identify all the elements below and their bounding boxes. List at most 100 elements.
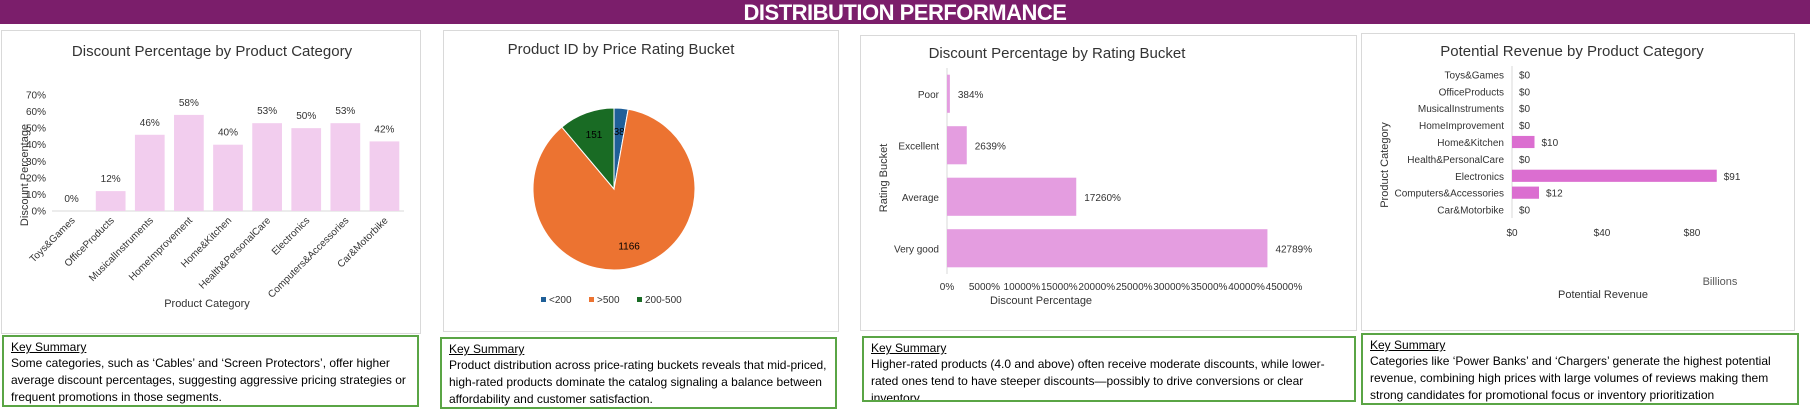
- bar: [947, 126, 967, 165]
- y-tick-label: 40%: [26, 140, 46, 151]
- chart-title: Discount Percentage by Product Category: [72, 43, 353, 60]
- data-label: 17260%: [1084, 193, 1121, 204]
- bar: [330, 123, 361, 211]
- data-label: 42%: [374, 124, 394, 135]
- x-tick-label: $40: [1594, 228, 1611, 239]
- data-label: $12: [1546, 189, 1563, 200]
- bar: [95, 191, 126, 211]
- data-label: $0: [1519, 155, 1531, 166]
- x-tick-label: 5000%: [969, 282, 1000, 293]
- y-tick-label: MusicalInstruments: [1418, 104, 1504, 115]
- legend-swatch: [589, 297, 594, 302]
- data-label: $0: [1519, 70, 1531, 81]
- x-tick-label: $80: [1684, 228, 1701, 239]
- legend-label: >500: [597, 295, 620, 306]
- pie-slice: [561, 107, 615, 191]
- y-tick-label: 60%: [26, 107, 46, 118]
- data-label: $0: [1519, 87, 1531, 98]
- summary-text: Product distribution across price-rating…: [449, 358, 827, 406]
- data-label: 1166: [618, 241, 640, 252]
- summary-heading: Key Summary: [449, 342, 525, 356]
- x-tick-label: 0%: [940, 282, 955, 293]
- x-tick-label: 30000%: [1153, 282, 1190, 293]
- x-tick-label: 40000%: [1228, 282, 1265, 293]
- y-tick-label: Poor: [918, 90, 940, 101]
- chart-discount-by-rating: Discount Percentage by Rating Bucket Rat…: [878, 45, 1312, 307]
- chart-panel-product-by-price-rating: Product ID by Price Rating Bucket 38 1166…: [443, 30, 839, 332]
- bar: [947, 229, 1268, 268]
- y-tick-label: Excellent: [898, 141, 939, 152]
- y-tick-label: 20%: [26, 173, 46, 184]
- summary-heading: Key Summary: [1370, 338, 1446, 352]
- data-label: 53%: [257, 106, 277, 117]
- legend-swatch: [637, 297, 642, 302]
- bar: [369, 141, 400, 211]
- y-tick-label: Computers&Accessories: [1395, 189, 1504, 200]
- chart-title: Discount Percentage by Rating Bucket: [929, 45, 1187, 62]
- x-tick-label: 15000%: [1041, 282, 1078, 293]
- data-label: $0: [1519, 104, 1531, 115]
- x-tick-label: 35000%: [1191, 282, 1228, 293]
- summary-text: Higher-rated products (4.0 and above) of…: [871, 357, 1325, 402]
- key-summary-product-by-price-rating: Key Summary Product distribution across …: [440, 337, 837, 409]
- y-tick-label: Car&Motorbike: [1437, 206, 1504, 217]
- bar: [291, 128, 322, 211]
- chart-discount-by-category: Discount Percentage by Product Category …: [19, 43, 404, 310]
- x-axis-unit-label: Billions: [1703, 276, 1738, 288]
- y-tick-label: 10%: [26, 190, 46, 201]
- chart-title: Product ID by Price Rating Bucket: [508, 41, 736, 58]
- x-axis-label: Product Category: [164, 298, 250, 310]
- data-label: 58%: [179, 98, 199, 109]
- summary-text: Categories like ‘Power Banks’ and ‘Charg…: [1370, 354, 1771, 402]
- data-label: 42789%: [1275, 244, 1312, 255]
- x-tick-label: 45000%: [1266, 282, 1303, 293]
- bar: [1512, 169, 1717, 182]
- legend-swatch: [541, 297, 546, 302]
- x-axis-label: Potential Revenue: [1558, 289, 1648, 301]
- y-tick-label: 50%: [26, 124, 46, 135]
- y-tick-label: Toys&Games: [1445, 70, 1504, 81]
- data-label: 50%: [296, 111, 316, 122]
- chart-panel-discount-by-category: Discount Percentage by Product Category …: [1, 30, 421, 334]
- y-tick-label: OfficeProducts: [1439, 87, 1504, 98]
- chart-product-by-price-rating: Product ID by Price Rating Bucket 38 1166…: [508, 41, 736, 306]
- x-axis-label: Discount Percentage: [990, 295, 1092, 307]
- y-tick-label: 70%: [26, 91, 46, 102]
- x-tick-label: 10000%: [1004, 282, 1041, 293]
- data-label: $10: [1542, 138, 1559, 149]
- y-tick-label: Average: [902, 193, 940, 204]
- y-axis-label: Rating Bucket: [878, 144, 890, 212]
- y-tick-label: Very good: [894, 244, 939, 255]
- summary-text: Some categories, such as ‘Cables’ and ‘S…: [11, 356, 406, 404]
- summary-heading: Key Summary: [11, 340, 87, 354]
- dashboard-banner: DISTRIBUTION PERFORMANCE: [0, 0, 1810, 25]
- data-label: 12%: [101, 174, 121, 185]
- chart-panel-revenue-by-category: Potential Revenue by Product Category Pr…: [1361, 33, 1795, 331]
- bar: [947, 74, 950, 113]
- summary-heading: Key Summary: [871, 341, 947, 355]
- x-tick-label: 25000%: [1116, 282, 1153, 293]
- x-tick-label: Electronics: [270, 215, 312, 257]
- bar: [174, 114, 204, 211]
- y-axis-label: Product Category: [1379, 122, 1391, 208]
- y-tick-label: Home&Kitchen: [1437, 138, 1504, 149]
- data-label: $0: [1519, 121, 1531, 132]
- data-label: $0: [1519, 206, 1531, 217]
- y-tick-label: Health&PersonalCare: [1407, 155, 1504, 166]
- y-tick-label: 0%: [32, 207, 47, 218]
- x-tick-label: 20000%: [1078, 282, 1115, 293]
- legend-label: <200: [549, 295, 572, 306]
- legend-label: 200-500: [645, 295, 682, 306]
- bar: [213, 144, 243, 211]
- x-tick-label: Computers&Accessories: [266, 215, 351, 300]
- y-tick-label: Electronics: [1455, 172, 1504, 183]
- chart-revenue-by-category: Potential Revenue by Product Category Pr…: [1379, 43, 1741, 301]
- bar: [1512, 186, 1539, 199]
- key-summary-revenue-by-category: Key Summary Categories like ‘Power Banks…: [1361, 333, 1799, 405]
- data-label: 2639%: [975, 141, 1006, 152]
- data-label: 38: [614, 127, 626, 138]
- chart-title: Potential Revenue by Product Category: [1440, 43, 1704, 60]
- bar: [947, 177, 1077, 216]
- y-tick-label: 30%: [26, 157, 46, 168]
- y-axis-label: Discount Percentage: [19, 124, 31, 226]
